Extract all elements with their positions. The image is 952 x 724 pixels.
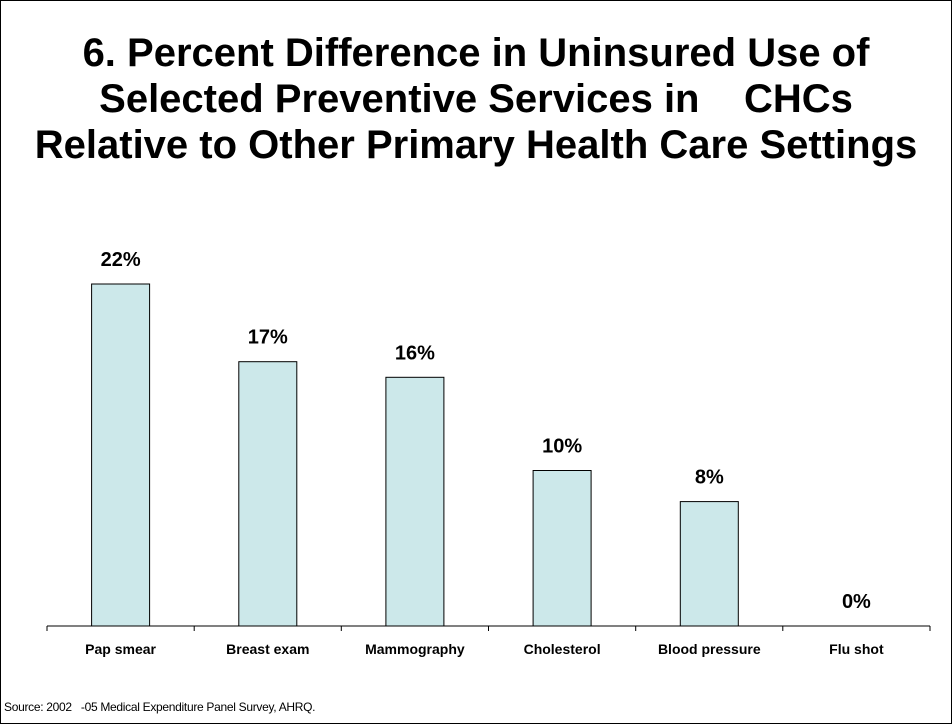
category-label-mammography: Mammography xyxy=(365,641,465,657)
value-label-cholesterol: 10% xyxy=(542,436,582,458)
x-axis xyxy=(46,625,931,631)
bar-cholesterol xyxy=(532,470,592,627)
title-line-1: 6. Percent Difference in Uninsured Use o… xyxy=(82,31,870,75)
bar-breast-exam xyxy=(238,361,298,627)
labels-group: 22% Pap smear 17% Breast exam 16% Mammography… xyxy=(85,249,884,657)
value-label-mammography: 16% xyxy=(395,342,435,364)
bar-mammography xyxy=(385,376,445,627)
bar-pap-smear xyxy=(91,283,151,627)
category-label-flu-shot: Flu shot xyxy=(829,641,884,657)
category-label-pap-smear: Pap smear xyxy=(85,641,156,657)
value-label-blood-pressure: 8% xyxy=(695,467,724,489)
bar-blood-pressure xyxy=(679,501,739,627)
value-label-flu-shot: 0% xyxy=(842,591,871,613)
title-line-2: Selected Preventive Services in CHCs xyxy=(99,77,853,121)
category-label-blood-pressure: Blood pressure xyxy=(658,641,761,657)
source-note: Source: 2002 -05 Medical Expenditure Pan… xyxy=(4,700,316,714)
title-line-3: Relative to Other Primary Health Care Se… xyxy=(34,123,918,167)
chart-title: 6. Percent Difference in Uninsured Use o… xyxy=(0,30,952,168)
category-label-cholesterol: Cholesterol xyxy=(524,641,601,657)
category-label-breast-exam: Breast exam xyxy=(226,641,309,657)
bars-group xyxy=(91,283,739,627)
value-label-pap-smear: 22% xyxy=(101,249,141,271)
value-label-breast-exam: 17% xyxy=(248,327,288,349)
